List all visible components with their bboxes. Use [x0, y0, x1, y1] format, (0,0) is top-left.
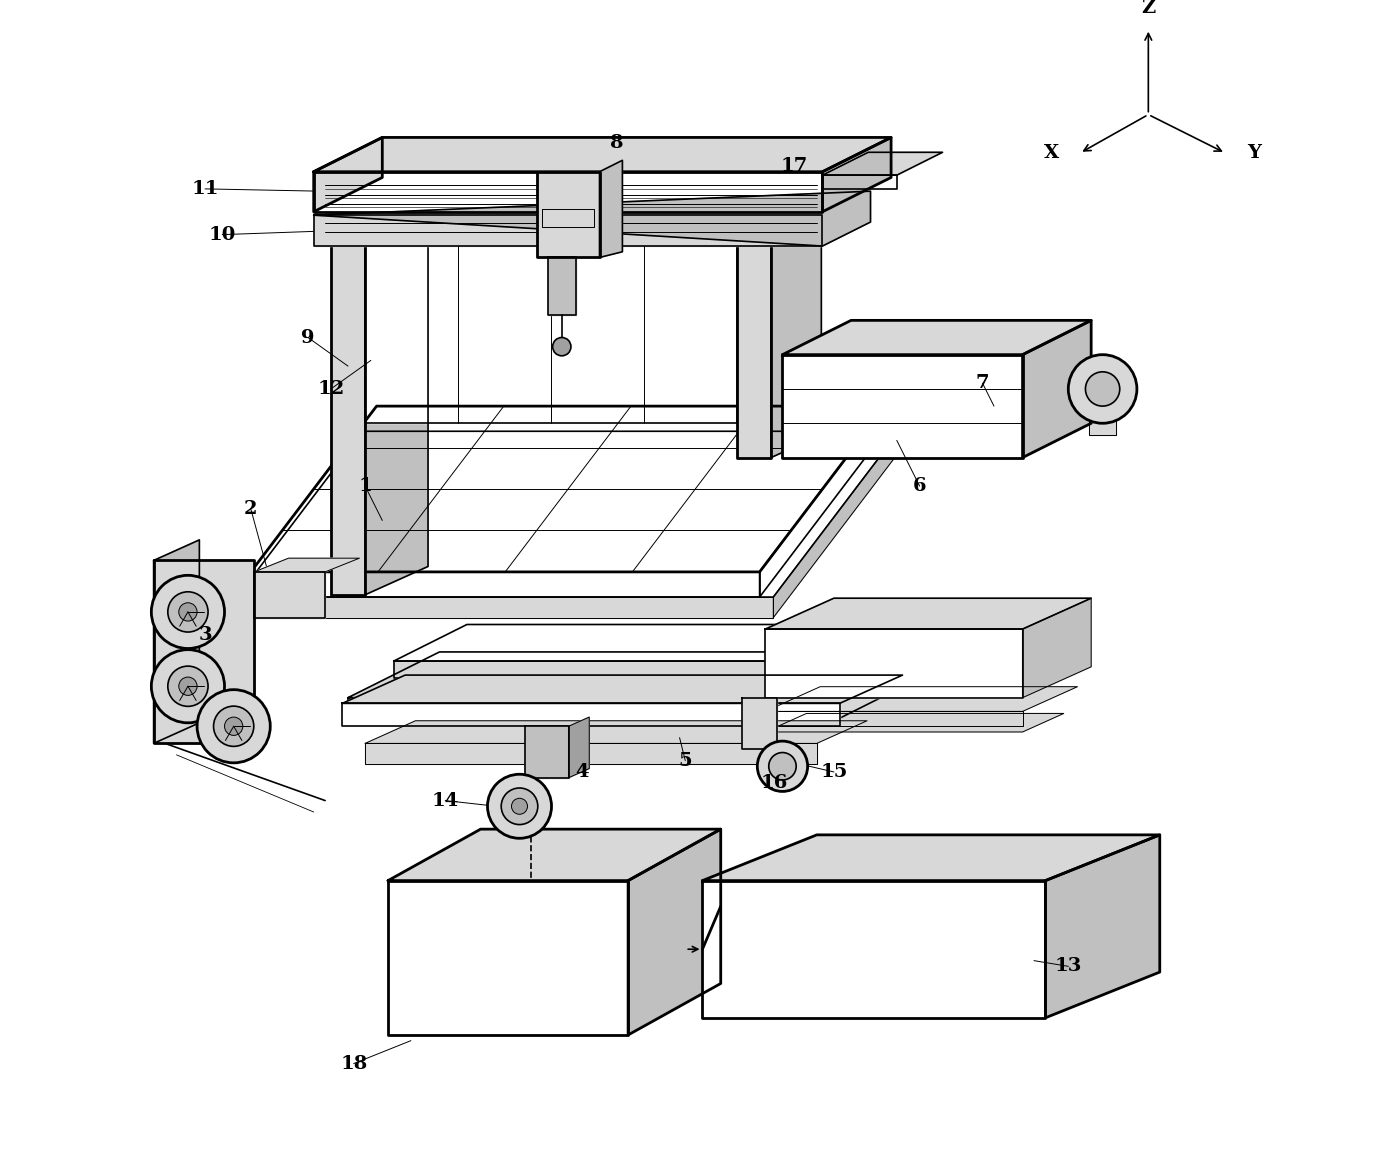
Text: 1: 1: [358, 477, 372, 495]
Text: 11: 11: [191, 180, 218, 198]
Text: 5: 5: [679, 752, 692, 769]
Polygon shape: [840, 651, 931, 718]
Polygon shape: [394, 661, 862, 678]
Text: 16: 16: [760, 774, 788, 792]
Text: Z: Z: [1142, 0, 1155, 17]
Circle shape: [167, 591, 209, 632]
Ellipse shape: [1088, 358, 1117, 420]
Circle shape: [178, 677, 198, 695]
Polygon shape: [343, 675, 902, 703]
Polygon shape: [766, 714, 1064, 732]
Circle shape: [178, 603, 198, 621]
Text: 17: 17: [781, 157, 807, 176]
Polygon shape: [1023, 598, 1092, 698]
Polygon shape: [1045, 835, 1159, 1018]
Circle shape: [198, 690, 271, 762]
Circle shape: [757, 742, 807, 791]
Polygon shape: [627, 829, 721, 1035]
Text: 13: 13: [1054, 957, 1082, 975]
Polygon shape: [766, 687, 1078, 711]
Polygon shape: [348, 651, 931, 698]
Text: Y: Y: [1247, 144, 1262, 162]
Polygon shape: [702, 880, 1045, 1018]
Polygon shape: [250, 407, 886, 572]
Text: 2: 2: [245, 500, 257, 517]
Polygon shape: [365, 246, 737, 423]
Polygon shape: [1089, 389, 1117, 434]
Polygon shape: [365, 721, 867, 744]
Polygon shape: [766, 711, 1023, 726]
Polygon shape: [774, 431, 900, 618]
Polygon shape: [250, 572, 760, 597]
Circle shape: [214, 706, 254, 746]
Polygon shape: [771, 161, 821, 457]
Text: 6: 6: [914, 477, 926, 495]
Text: 12: 12: [318, 380, 344, 398]
Circle shape: [768, 753, 796, 780]
Polygon shape: [742, 698, 777, 750]
Polygon shape: [238, 431, 900, 597]
Circle shape: [1068, 355, 1137, 423]
Polygon shape: [760, 407, 886, 597]
Polygon shape: [153, 560, 254, 744]
Polygon shape: [568, 717, 589, 777]
Polygon shape: [822, 176, 897, 189]
Polygon shape: [600, 161, 622, 258]
Polygon shape: [822, 137, 891, 211]
Text: 15: 15: [821, 763, 847, 781]
Polygon shape: [822, 152, 943, 176]
Polygon shape: [238, 597, 774, 618]
Text: 10: 10: [209, 225, 236, 244]
Polygon shape: [394, 625, 936, 661]
Text: 3: 3: [198, 626, 211, 643]
Text: 8: 8: [609, 134, 623, 152]
Polygon shape: [314, 215, 822, 246]
Polygon shape: [766, 629, 1023, 698]
Text: 7: 7: [976, 374, 990, 393]
Polygon shape: [365, 744, 817, 763]
Circle shape: [488, 774, 551, 839]
Polygon shape: [314, 137, 891, 172]
Polygon shape: [549, 258, 575, 314]
Polygon shape: [254, 558, 359, 572]
Polygon shape: [782, 355, 1023, 457]
Circle shape: [167, 666, 209, 707]
Polygon shape: [388, 829, 721, 880]
Polygon shape: [254, 572, 325, 618]
Polygon shape: [737, 184, 771, 457]
Polygon shape: [314, 137, 383, 211]
Circle shape: [152, 649, 224, 723]
Polygon shape: [766, 598, 1092, 629]
Polygon shape: [343, 703, 840, 726]
Text: 4: 4: [576, 763, 589, 781]
Circle shape: [224, 717, 243, 736]
Polygon shape: [365, 155, 428, 595]
Text: X: X: [1043, 144, 1059, 162]
Polygon shape: [314, 172, 822, 211]
Polygon shape: [314, 192, 871, 246]
Circle shape: [152, 575, 224, 648]
Text: 14: 14: [431, 791, 459, 810]
Polygon shape: [348, 698, 840, 718]
Polygon shape: [388, 880, 627, 1035]
Polygon shape: [330, 184, 365, 595]
Circle shape: [511, 798, 528, 814]
Circle shape: [553, 337, 571, 356]
Polygon shape: [536, 172, 600, 258]
Polygon shape: [525, 726, 568, 777]
Circle shape: [1085, 372, 1119, 407]
Polygon shape: [1023, 320, 1092, 457]
Polygon shape: [702, 835, 1159, 880]
Polygon shape: [782, 320, 1092, 355]
Circle shape: [502, 788, 538, 825]
Text: 9: 9: [301, 328, 315, 346]
Polygon shape: [542, 209, 594, 226]
Polygon shape: [153, 539, 199, 744]
Text: 18: 18: [340, 1055, 368, 1073]
